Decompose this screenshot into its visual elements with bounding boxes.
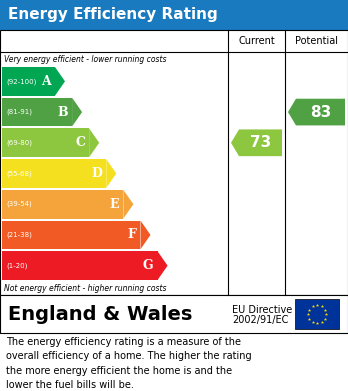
Polygon shape [124,190,133,219]
Bar [0,0,348,30]
Bar [0,295,348,333]
Bar [2,190,124,219]
Bar [295,299,339,329]
Bar [2,67,55,96]
Bar [2,221,141,249]
Text: (55-68): (55-68) [6,170,32,177]
Text: Energy Efficiency Rating: Energy Efficiency Rating [8,7,218,23]
Bar [2,159,106,188]
Text: (39-54): (39-54) [6,201,32,208]
Text: Potential: Potential [295,36,338,46]
Polygon shape [106,159,116,188]
Text: 83: 83 [310,104,331,120]
Text: D: D [92,167,102,180]
Text: A: A [41,75,51,88]
Text: EU Directive: EU Directive [232,305,292,315]
Polygon shape [141,221,150,249]
Text: (81-91): (81-91) [6,109,32,115]
Text: (92-100): (92-100) [6,78,37,84]
Polygon shape [72,98,82,126]
Polygon shape [231,129,282,156]
Bar [0,30,348,295]
Text: Very energy efficient - lower running costs: Very energy efficient - lower running co… [4,55,166,64]
Polygon shape [158,251,168,280]
Text: The energy efficiency rating is a measure of the
overall efficiency of a home. T: The energy efficiency rating is a measur… [6,337,252,390]
Bar [2,251,158,280]
Text: G: G [143,259,153,272]
Text: (1-20): (1-20) [6,262,27,269]
Text: B: B [57,106,68,118]
Bar [2,98,72,126]
Text: 73: 73 [250,135,271,150]
Polygon shape [55,67,65,96]
Text: E: E [110,198,119,211]
Polygon shape [89,128,99,157]
Text: C: C [75,136,85,149]
Text: England & Wales: England & Wales [8,305,192,323]
Bar [2,128,89,157]
Text: (69-80): (69-80) [6,140,32,146]
Text: Current: Current [238,36,275,46]
Text: Not energy efficient - higher running costs: Not energy efficient - higher running co… [4,284,166,293]
Text: 2002/91/EC: 2002/91/EC [232,315,288,325]
Text: (21-38): (21-38) [6,232,32,238]
Text: F: F [128,228,136,241]
Polygon shape [288,99,345,126]
